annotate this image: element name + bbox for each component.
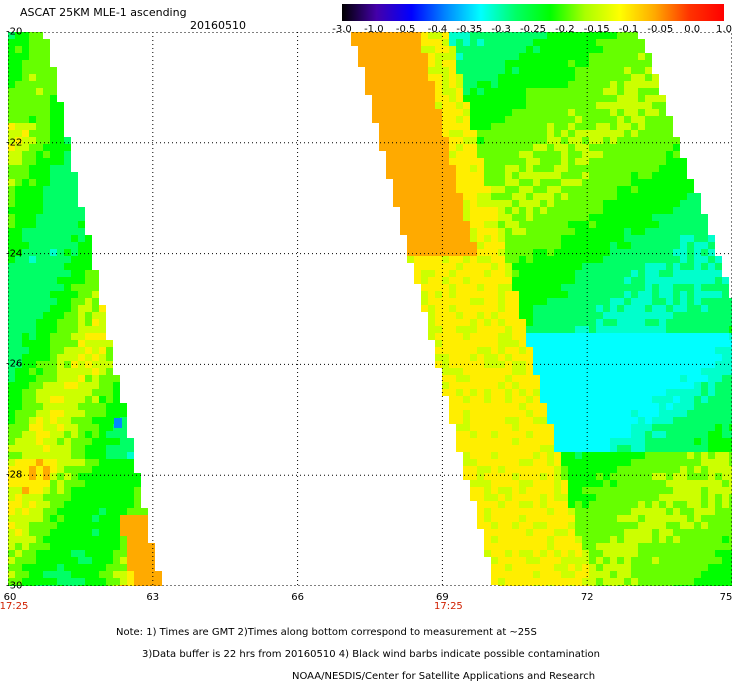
x-tick-label: 69 [436,592,449,603]
x-tick-label: 66 [291,592,304,603]
y-tick-label: -26 [6,358,23,370]
colorbar-label: -0.2 [555,24,575,35]
y-tick-label: -20 [6,26,23,38]
x-tick-label: 63 [146,592,160,603]
x-tick-label: 75 [719,592,733,603]
colorbar-label: -0.15 [583,24,610,35]
x-tick-label: 60 [3,592,17,603]
grid-lines [8,32,732,586]
colorbar-label: -3.0 [332,24,352,35]
colorbar-label: -0.05 [647,24,674,35]
colorbar-label: -0.1 [618,24,639,35]
colorbar-label: 1.0 [716,24,732,35]
swath-left [8,32,162,586]
colorbar-label: -0.35 [456,24,483,35]
colorbar-labels: -3.0 -1.0 -0.5 -0.4 -0.35 -0.3 -0.25 -0.2 -0.15-… [330,24,732,38]
time-label: 17:25 [0,601,29,612]
colorbar-gradient [342,4,724,21]
y-tick-label: -28 [6,469,23,481]
time-label: 17:25 [433,601,463,612]
y-tick-label: -30 [6,580,23,592]
y-tick-label: -24 [6,248,23,260]
note-line-2: 3)Data buffer is 22 hrs from 20160510 4)… [142,649,600,660]
x-tick-label: 72 [580,592,594,603]
colorbar-label: -0.4 [427,24,448,35]
note-line-3: NOAA/NESDIS/Center for Satellite Applica… [292,671,596,682]
colorbar-label: -1.0 [364,24,384,35]
map-title: ASCAT 25KM MLE-1 ascending [20,6,187,19]
map-plot [8,32,732,586]
note-line-1: Note: 1) Times are GMT 2)Times along bot… [116,627,537,638]
colorbar-label: -0.3 [491,24,511,35]
colorbar-label: 0.0 [684,24,701,35]
colorbar [342,4,724,21]
swath-right [351,32,732,586]
footnote: Note: 1) Times are GMT 2)Times along bot… [116,616,600,693]
colorbar-label: -0.25 [520,24,546,35]
map-date: 20160510 [190,19,246,32]
colorbar-label: -0.5 [395,24,416,35]
y-tick-label: -22 [6,137,23,149]
